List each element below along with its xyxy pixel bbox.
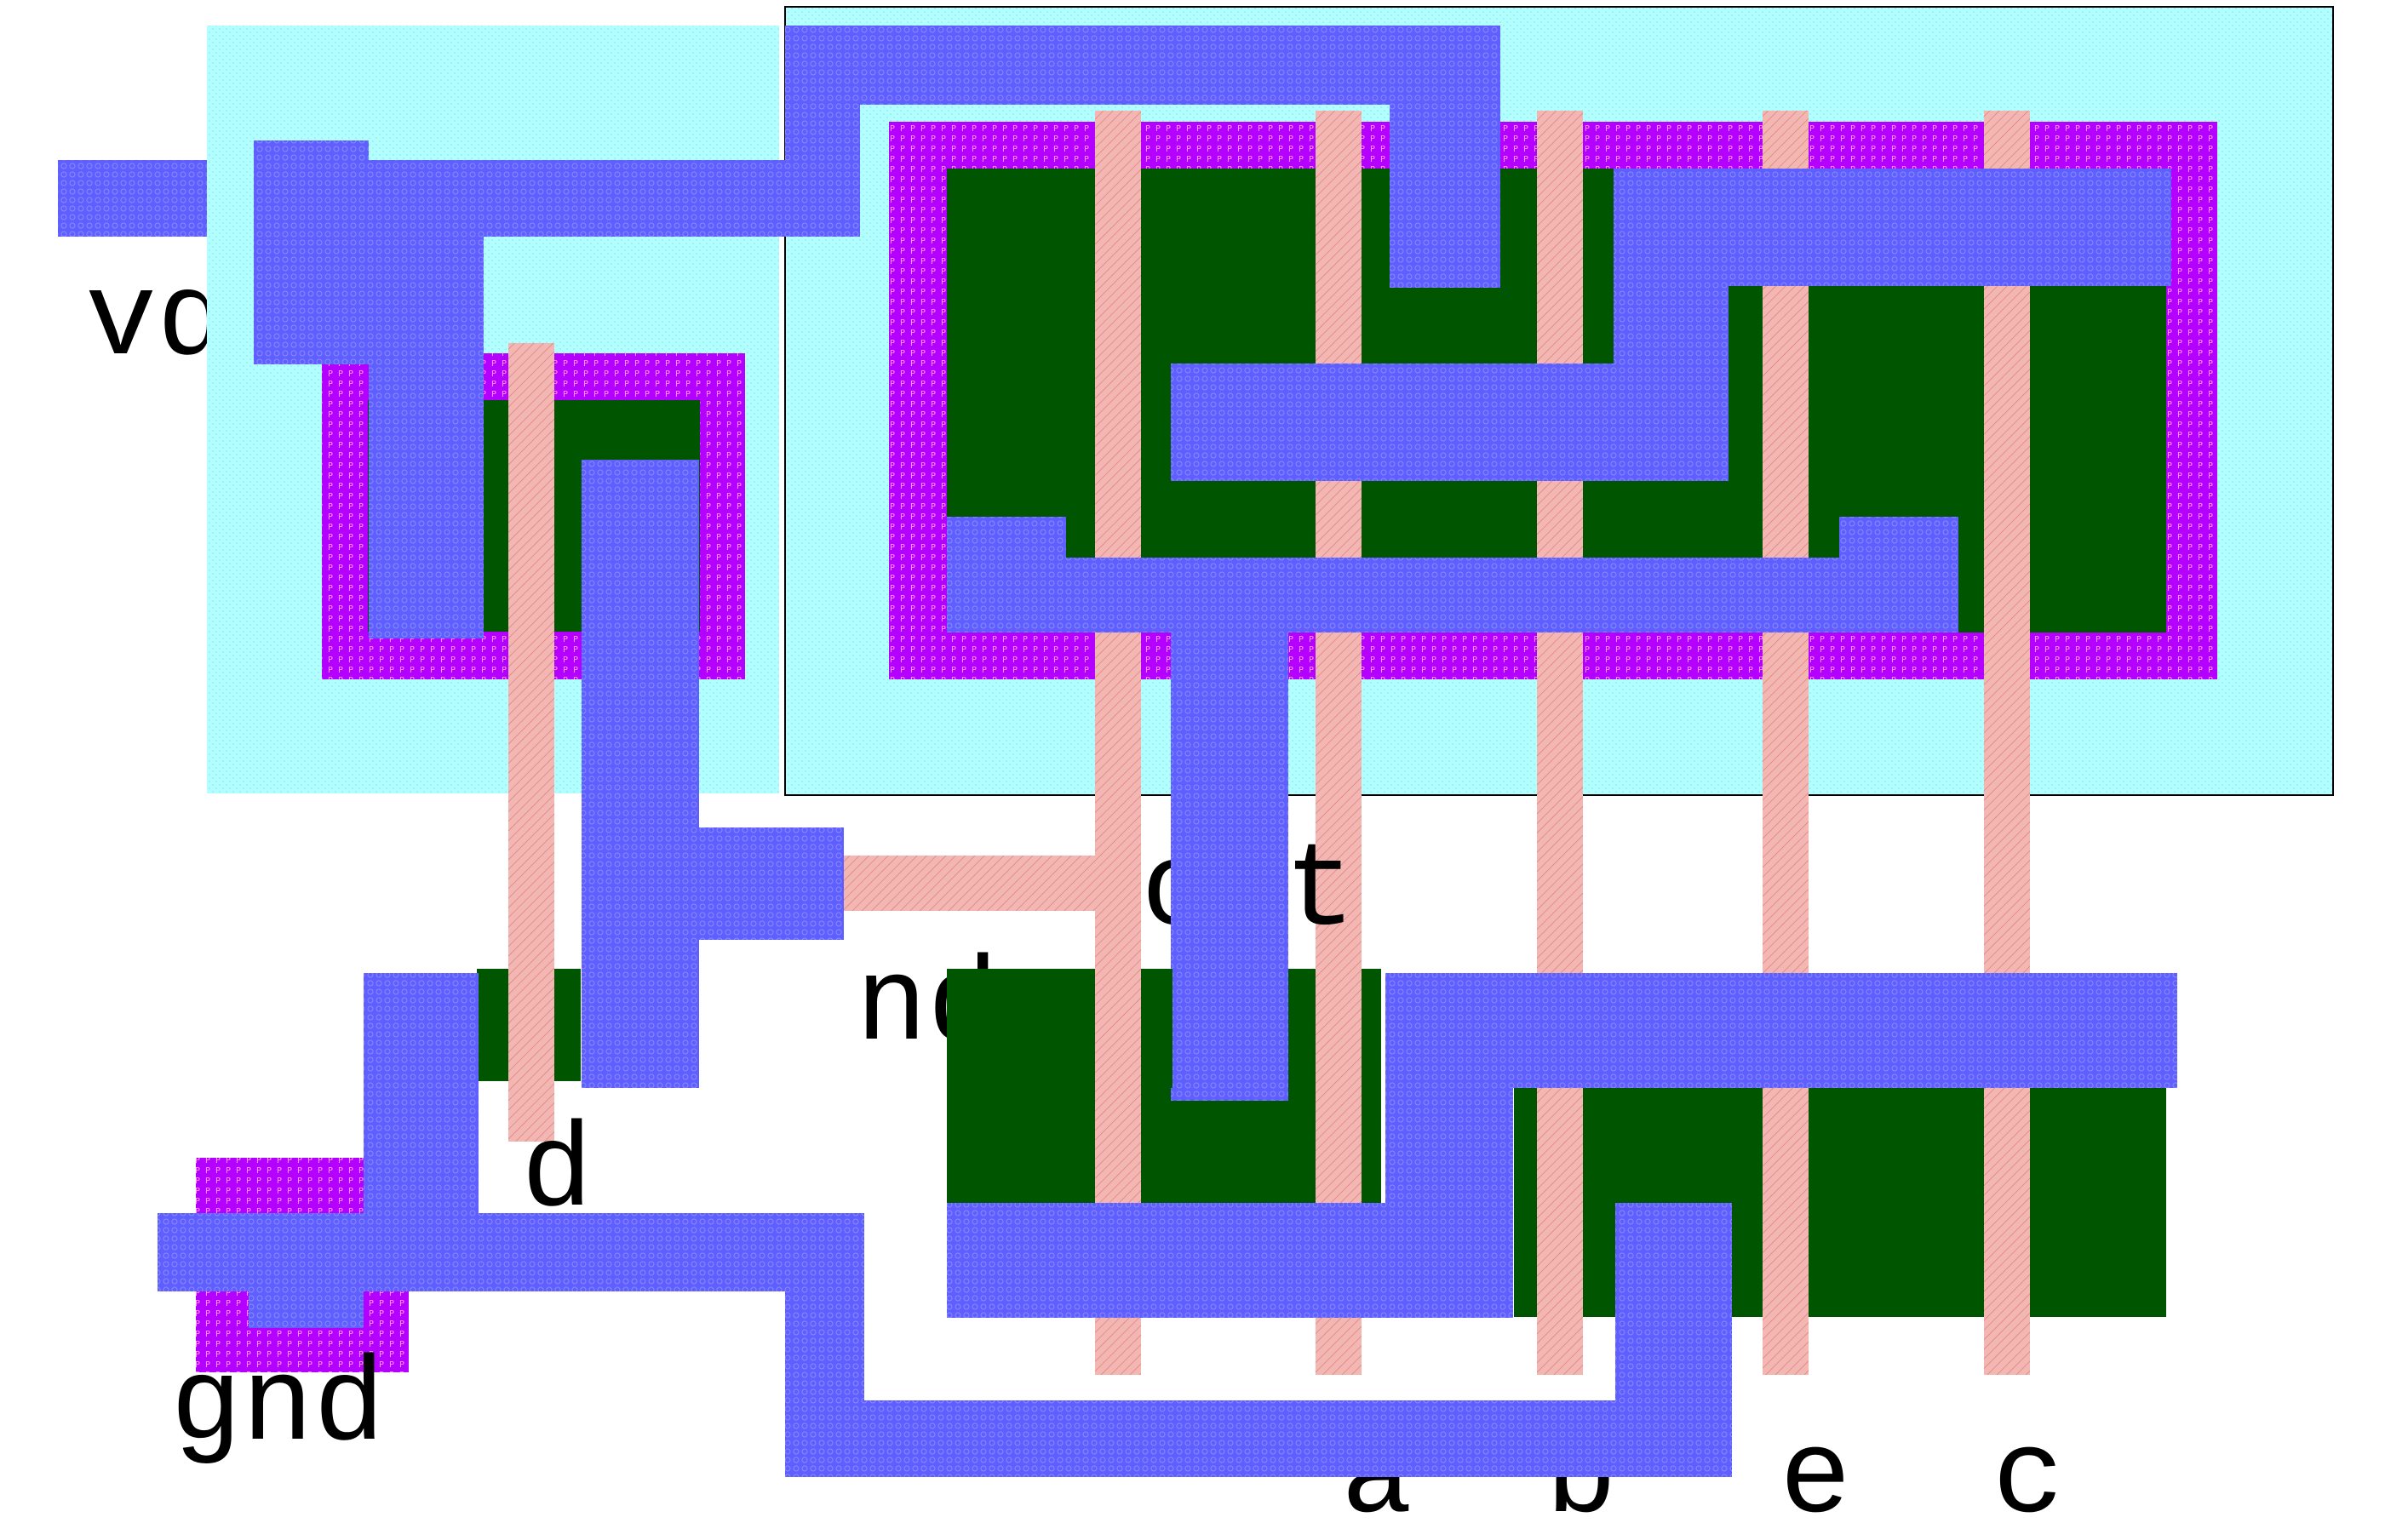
metal1-nmos-top-overlay: [1385, 973, 2177, 1088]
metal1-pmos-bar-mid-overlay: [1171, 364, 1729, 481]
label-c: c: [1992, 1412, 2064, 1540]
metal1-out-left-tab-overlay: [947, 517, 1066, 633]
label-d: d: [521, 1106, 593, 1241]
metal1-gnd-pad: [249, 1213, 364, 1328]
poly-gate-d: [508, 343, 554, 1142]
metal1-gnd-cover-wire: [785, 1400, 1732, 1477]
metal1-gnd-vertical: [364, 973, 479, 1291]
label-e: e: [1780, 1412, 1851, 1540]
metal1-label-cover: [207, 160, 1732, 1477]
poly-gate-c: [1984, 111, 2030, 1375]
active-nmos-right: [1514, 1085, 2166, 1317]
poly-gate-b: [1537, 111, 1583, 1375]
metal1-out-bar-overlay: [947, 558, 1958, 633]
metal1-out-cover: [1171, 792, 1288, 1101]
metal1-pmos-bar-upper-overlay: [1614, 169, 2171, 286]
poly-nd-strap: [844, 856, 1095, 911]
metal1-out-right-tab-overlay: [1839, 517, 1958, 633]
poly-layer: [508, 111, 2030, 1375]
metal1-nd-stub-overlay: [582, 827, 844, 940]
poly-gate-a: [1316, 111, 1362, 1375]
label-gnd: gnd: [170, 1340, 385, 1475]
metal1-vdd-cover-wire: [254, 160, 369, 364]
poly-nd-cover: [1095, 969, 1141, 1088]
metal1-nmos-bottom-overlay: [947, 1203, 1513, 1318]
metal1-vdd-overlay: [1390, 26, 1500, 288]
poly-gate-1: [1095, 111, 1141, 1375]
metal1-nd-overlay: [582, 460, 699, 1088]
poly-gate-e: [1763, 111, 1809, 1375]
metal1-vdd-top: [785, 26, 1500, 105]
